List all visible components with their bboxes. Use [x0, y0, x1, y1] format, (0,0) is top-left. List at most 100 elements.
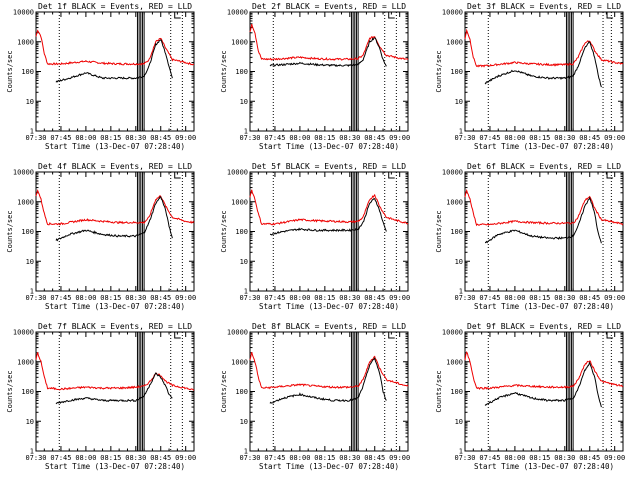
corner-bracket-marker [606, 172, 614, 179]
x-tick-label: 07:45 [50, 454, 71, 462]
x-tick-label: 08:30 [125, 454, 146, 462]
y-tick-label: 1000 [17, 358, 34, 366]
x-tick-label: 08:15 [529, 134, 550, 142]
x-tick-label: 08:15 [529, 294, 550, 302]
x-tick-label: 09:00 [389, 454, 410, 462]
y-tick-label: 1000 [231, 198, 248, 206]
y-axis-label: Counts/sec [6, 370, 14, 412]
events-series-line [484, 41, 602, 88]
y-tick-label: 1000 [231, 358, 248, 366]
plot-frame [464, 171, 624, 292]
y-tick-label: 100 [21, 68, 34, 76]
lld-series-line [35, 352, 195, 391]
y-tick-label: 100 [235, 68, 248, 76]
detector-panel: Det 8f BLACK = Events, RED = LLD 1 10 100 10… [220, 322, 410, 471]
corner-bracket-marker [174, 332, 181, 339]
events-series-line [269, 198, 387, 236]
y-axis-label: Counts/sec [6, 210, 14, 252]
x-tick-label: 08:45 [150, 294, 171, 302]
x-axis-label: Start Time (13-Dec-07 07:28:40) [45, 462, 185, 471]
y-tick-label: 10 [240, 258, 248, 266]
x-axis-label: Start Time (13-Dec-07 07:28:40) [45, 302, 185, 311]
y-tick-label: 10000 [13, 329, 34, 337]
y-tick-label: 1 [244, 128, 248, 136]
detector-panel: Det 3f BLACK = Events, RED = LLD 1 10 100 10… [435, 2, 625, 151]
y-axis-label: Counts/sec [6, 50, 14, 92]
x-tick-label: 08:00 [504, 134, 525, 142]
y-tick-label: 10000 [442, 9, 463, 17]
x-axis-label: Start Time (13-Dec-07 07:28:40) [474, 142, 614, 151]
x-tick-label: 09:00 [175, 134, 196, 142]
y-tick-label: 100 [450, 228, 463, 236]
x-tick-label: 08:00 [289, 294, 310, 302]
x-tick-label: 09:00 [175, 454, 196, 462]
y-tick-label: 10 [240, 98, 248, 106]
y-tick-label: 1000 [231, 38, 248, 46]
x-tick-label: 07:30 [25, 454, 46, 462]
y-tick-label: 100 [235, 388, 248, 396]
y-tick-label: 1000 [446, 198, 463, 206]
panel-title: Det 8f BLACK = Events, RED = LLD [252, 322, 406, 331]
detector-panel: Det 1f BLACK = Events, RED = LLD 1 10 100 10… [6, 2, 196, 151]
y-tick-label: 10000 [13, 9, 34, 17]
events-series-line [269, 37, 387, 68]
y-tick-label: 10 [26, 418, 34, 426]
y-axis-label: Counts/sec [435, 210, 443, 252]
x-tick-label: 07:45 [50, 134, 71, 142]
events-series-line [55, 196, 173, 242]
y-tick-label: 100 [450, 388, 463, 396]
y-tick-label: 100 [21, 228, 34, 236]
x-axis-label: Start Time (13-Dec-07 07:28:40) [259, 142, 399, 151]
x-axis-label: Start Time (13-Dec-07 07:28:40) [474, 462, 614, 471]
lld-series-line [249, 23, 409, 61]
y-tick-label: 10000 [227, 169, 248, 177]
corner-bracket-marker [174, 12, 181, 19]
x-tick-label: 08:15 [100, 294, 121, 302]
x-tick-label: 08:15 [100, 134, 121, 142]
x-tick-label: 08:00 [75, 294, 96, 302]
x-tick-label: 08:00 [289, 134, 310, 142]
events-series-line [269, 357, 387, 404]
corner-bracket-marker [174, 172, 181, 179]
x-tick-label: 08:00 [504, 294, 525, 302]
lld-series-line [35, 29, 195, 66]
y-tick-label: 1 [244, 448, 248, 456]
y-tick-label: 10000 [442, 169, 463, 177]
x-tick-label: 08:30 [339, 454, 360, 462]
x-tick-label: 08:30 [339, 134, 360, 142]
lld-series-line [464, 350, 624, 390]
y-axis-label: Counts/sec [435, 50, 443, 92]
x-tick-label: 08:30 [339, 294, 360, 302]
x-tick-label: 08:45 [364, 454, 385, 462]
corner-bracket-marker [606, 12, 614, 19]
y-axis-label: Counts/sec [220, 50, 228, 92]
x-tick-label: 09:00 [604, 134, 625, 142]
x-tick-label: 09:00 [389, 134, 410, 142]
y-tick-label: 1 [30, 448, 34, 456]
x-tick-label: 07:45 [479, 134, 500, 142]
y-tick-label: 10 [455, 98, 463, 106]
x-tick-label: 09:00 [175, 294, 196, 302]
plot-frame [464, 11, 624, 132]
x-tick-label: 08:45 [579, 134, 600, 142]
lld-series-line [249, 351, 409, 390]
y-tick-label: 1 [459, 288, 463, 296]
x-tick-label: 08:15 [100, 454, 121, 462]
events-series-line [484, 361, 602, 408]
y-tick-label: 1000 [446, 358, 463, 366]
x-tick-label: 08:45 [364, 294, 385, 302]
panel-title: Det 4f BLACK = Events, RED = LLD [38, 162, 192, 171]
detector-panel: Det 6f BLACK = Events, RED = LLD 1 10 100 10… [435, 162, 625, 311]
y-tick-label: 1 [459, 448, 463, 456]
x-tick-label: 07:45 [264, 294, 285, 302]
x-tick-label: 07:30 [239, 454, 260, 462]
y-tick-label: 1 [459, 128, 463, 136]
detector-panel: Det 2f BLACK = Events, RED = LLD 1 10 100 10… [220, 2, 410, 151]
x-tick-label: 08:00 [75, 134, 96, 142]
y-tick-label: 1000 [17, 38, 34, 46]
y-tick-label: 10000 [13, 169, 34, 177]
x-tick-label: 08:45 [579, 294, 600, 302]
x-tick-label: 07:45 [264, 134, 285, 142]
x-tick-label: 08:00 [289, 454, 310, 462]
